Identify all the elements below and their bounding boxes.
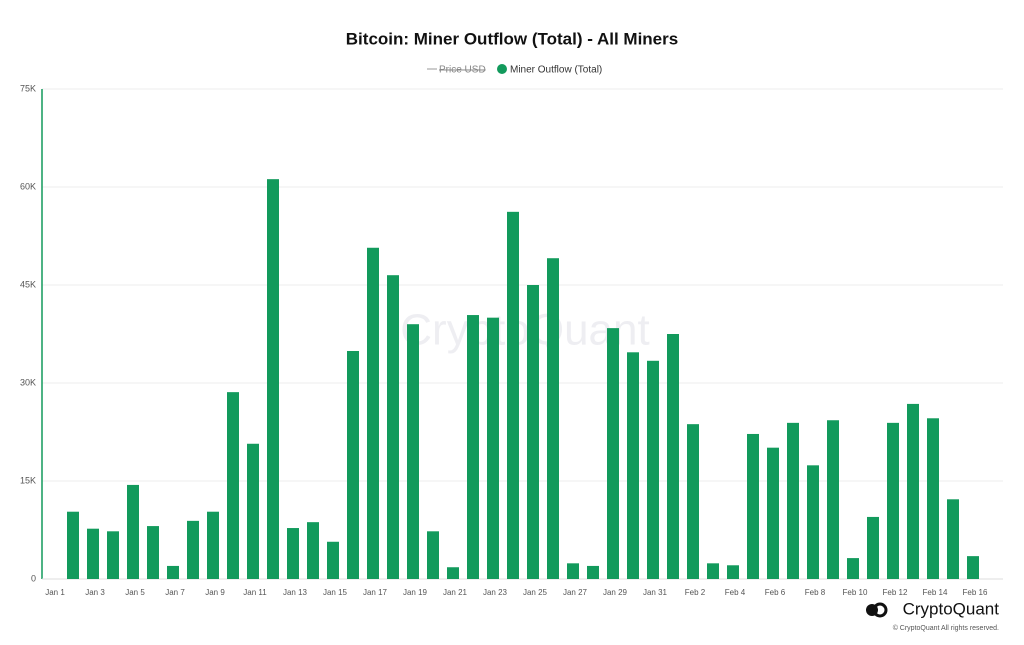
bar xyxy=(607,328,619,579)
bar xyxy=(387,275,399,579)
bar xyxy=(287,528,299,579)
x-tick-label: Feb 8 xyxy=(805,588,826,597)
bar xyxy=(587,565,599,579)
x-tick-label: Jan 7 xyxy=(165,588,185,597)
bar xyxy=(107,531,119,579)
chart-title: Bitcoin: Miner Outflow (Total) - All Min… xyxy=(346,29,678,48)
bar xyxy=(827,420,839,579)
brand-logo xyxy=(866,602,888,618)
legend: Price USD Miner Outflow (Total) xyxy=(427,64,602,76)
brand: CryptoQuant xyxy=(903,599,1000,618)
bar xyxy=(487,317,499,579)
x-tick-label: Feb 16 xyxy=(963,588,988,597)
x-tick-label: Feb 14 xyxy=(923,588,948,597)
x-tick-label: Jan 15 xyxy=(323,588,348,597)
bar xyxy=(687,424,699,579)
x-tick-label: Jan 3 xyxy=(85,588,105,597)
bar xyxy=(187,520,199,579)
x-tick-label: Jan 13 xyxy=(283,588,308,597)
bar xyxy=(787,422,799,579)
bar xyxy=(307,522,319,579)
bar xyxy=(507,211,519,579)
bar xyxy=(747,433,759,579)
bar xyxy=(807,465,819,579)
x-tick-label: Feb 12 xyxy=(883,588,908,597)
bar xyxy=(147,526,159,579)
bar xyxy=(127,484,139,579)
bar xyxy=(227,392,239,579)
bar xyxy=(847,558,859,579)
x-tick-label: Feb 4 xyxy=(725,588,746,597)
x-tick-label: Jan 29 xyxy=(603,588,628,597)
legend-entry[interactable]: Miner Outflow (Total) xyxy=(510,65,602,76)
bar xyxy=(927,418,939,579)
bar xyxy=(267,179,279,579)
x-tick-label: Jan 5 xyxy=(125,588,145,597)
bar xyxy=(467,315,479,579)
bar xyxy=(767,447,779,579)
y-tick-label: 45K xyxy=(20,279,36,289)
bar xyxy=(867,516,879,579)
bar xyxy=(967,556,979,579)
x-tick-label: Jan 17 xyxy=(363,588,388,597)
bar xyxy=(447,567,459,579)
copyright: © CryptoQuant All rights reserved. xyxy=(893,624,999,632)
x-tick-label: Jan 1 xyxy=(45,588,65,597)
y-tick-label: 15K xyxy=(20,475,36,485)
logo-ring xyxy=(872,602,888,618)
bar xyxy=(707,563,719,579)
bar xyxy=(167,565,179,579)
bar xyxy=(87,528,99,579)
x-tick-label: Jan 21 xyxy=(443,588,468,597)
bar xyxy=(647,360,659,579)
x-tick-label: Jan 11 xyxy=(243,588,267,597)
x-tick-label: Jan 25 xyxy=(523,588,548,597)
bar xyxy=(407,324,419,579)
bar xyxy=(547,258,559,579)
x-tick-label: Jan 27 xyxy=(563,588,588,597)
y-tick-label: 0 xyxy=(31,573,36,583)
legend-marker xyxy=(497,64,507,74)
bar xyxy=(887,422,899,579)
bar xyxy=(627,352,639,579)
y-tick-label: 75K xyxy=(20,83,36,93)
bar xyxy=(67,511,79,579)
bar xyxy=(667,334,679,579)
bar xyxy=(327,541,339,579)
bar xyxy=(727,565,739,579)
x-tick-label: Jan 9 xyxy=(205,588,225,597)
y-tick-label: 60K xyxy=(20,181,36,191)
x-tick-label: Feb 6 xyxy=(765,588,786,597)
x-tick-label: Jan 23 xyxy=(483,588,508,597)
x-tick-label: Feb 10 xyxy=(843,588,868,597)
bar xyxy=(947,499,959,579)
y-tick-label: 30K xyxy=(20,377,36,387)
bar xyxy=(907,403,919,579)
bar xyxy=(427,531,439,579)
x-tick-label: Jan 19 xyxy=(403,588,428,597)
bar xyxy=(367,247,379,579)
legend-entry[interactable]: Price USD xyxy=(439,65,486,76)
bar xyxy=(527,285,539,579)
x-tick-label: Feb 2 xyxy=(685,588,706,597)
bar xyxy=(567,563,579,579)
bar xyxy=(347,350,359,579)
bar xyxy=(207,511,219,579)
x-tick-label: Jan 31 xyxy=(643,588,668,597)
bar xyxy=(247,443,259,579)
